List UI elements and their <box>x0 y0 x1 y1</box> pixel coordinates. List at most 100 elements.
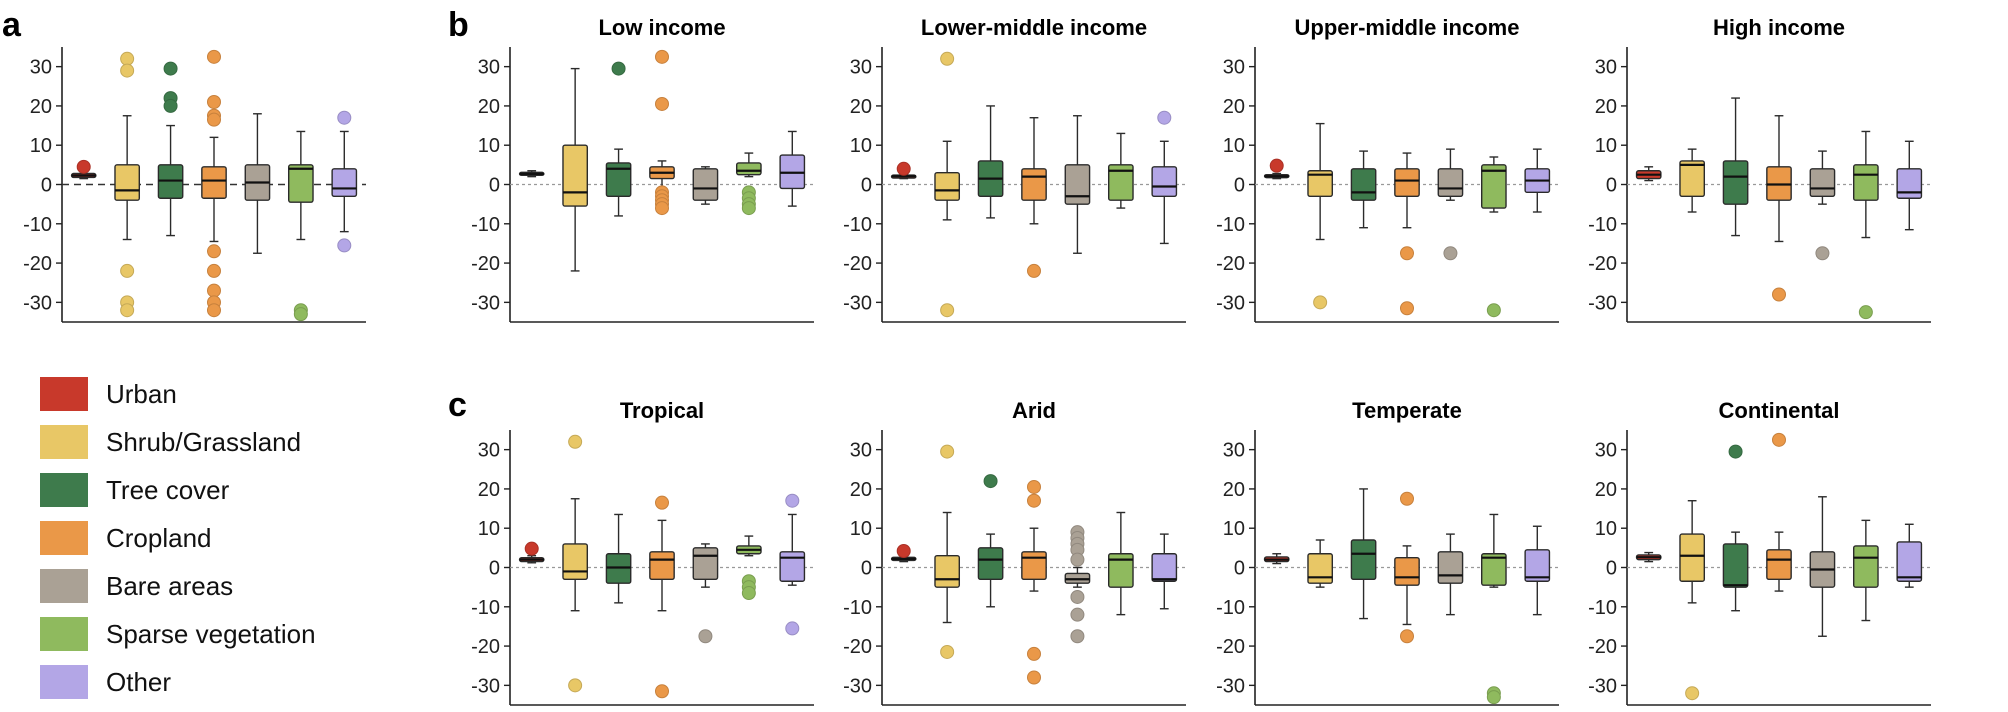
outlier-point <box>1070 589 1085 604</box>
legend-item-sparse-vegetation: Sparse vegetation <box>40 610 316 658</box>
y-tick-label: 0 <box>489 558 500 580</box>
y-tick-label: -20 <box>843 253 872 275</box>
legend-item-bare-areas: Bare areas <box>40 562 316 610</box>
box-urban <box>890 544 917 563</box>
outlier-point <box>1815 246 1830 261</box>
y-tick-label: 20 <box>1595 479 1617 501</box>
y-tick-label: -30 <box>843 675 872 697</box>
y-tick-label: 0 <box>1234 175 1245 197</box>
y-tick-label: 30 <box>1595 440 1617 462</box>
box-iqr <box>605 162 632 197</box>
outlier-point <box>207 95 221 109</box>
y-tick-label: 30 <box>478 57 500 79</box>
outlier-point <box>120 303 135 318</box>
box-iqr <box>1307 553 1334 584</box>
y-tick-label: -30 <box>1216 675 1245 697</box>
box-tree-cover <box>1350 150 1377 229</box>
y-tick-label: 30 <box>850 57 872 79</box>
box-sparse-vegetation <box>1107 511 1134 616</box>
outlier-point <box>163 61 178 76</box>
chart-panel-arid: Arid 30 20 10 0 -10 -20 -30 <box>843 398 1186 706</box>
outlier-point <box>1400 629 1414 644</box>
outlier-point <box>1027 670 1041 685</box>
y-tick-label: -20 <box>23 253 52 275</box>
outlier-point <box>1772 432 1786 447</box>
panel-title: Upper-middle income <box>1295 15 1520 40</box>
box-tree-cover <box>977 474 1004 608</box>
y-tick-label: -10 <box>843 214 872 236</box>
y-tick-label: -20 <box>471 636 500 658</box>
box-bare-areas <box>1064 115 1091 254</box>
y-tick-label: 10 <box>1595 135 1617 157</box>
outlier-point <box>1728 444 1743 459</box>
outlier-point <box>120 263 135 278</box>
box-iqr <box>201 166 227 199</box>
box-other <box>1524 525 1551 616</box>
box-iqr <box>1394 168 1420 197</box>
legend-label: Urban <box>106 378 177 409</box>
outlier-point <box>785 621 800 636</box>
box-shrub-grassland <box>114 51 141 318</box>
y-tick-label: 10 <box>1223 518 1245 540</box>
y-tick-label: 20 <box>1595 96 1617 118</box>
y-tick-label: -10 <box>843 597 872 619</box>
y-tick-label: 20 <box>30 96 52 118</box>
outlier-point <box>163 98 178 113</box>
box-tree-cover <box>1350 488 1377 620</box>
box-iqr <box>1722 160 1749 205</box>
box-cropland <box>649 49 675 216</box>
y-tick-label: -10 <box>1588 214 1617 236</box>
box-shrub-grassland <box>1307 122 1334 310</box>
box-iqr <box>977 547 1004 580</box>
box-cropland <box>1766 115 1792 302</box>
box-other <box>1524 148 1551 213</box>
y-tick-label: 0 <box>489 175 500 197</box>
y-tick-label: 0 <box>861 558 872 580</box>
outlier-point <box>1027 479 1041 494</box>
y-tick-label: -20 <box>1588 636 1617 658</box>
box-iqr <box>562 543 589 580</box>
outlier-point <box>207 112 221 127</box>
box-other <box>1151 533 1178 610</box>
panel-label-a: a <box>2 6 22 44</box>
panel-title: Lower-middle income <box>921 15 1147 40</box>
y-tick-label: 20 <box>478 96 500 118</box>
y-tick-label: 30 <box>850 440 872 462</box>
box-other <box>779 130 806 207</box>
outlier-point <box>1772 287 1786 302</box>
outlier-point <box>1486 303 1501 318</box>
box-iqr <box>1480 553 1507 586</box>
box-other <box>1896 523 1923 588</box>
outlier-point <box>120 63 135 78</box>
chart-panel-upper-middle-income: Upper-middle income 30 20 10 0 -10 -20 -30 <box>1216 15 1559 323</box>
y-tick-label: 10 <box>850 135 872 157</box>
panel-title: Arid <box>1012 398 1056 423</box>
outlier-point <box>1400 246 1414 261</box>
box-other <box>1151 110 1178 245</box>
panel-label-b: b <box>448 6 469 44</box>
outlier-point <box>1313 295 1328 310</box>
box-cropland <box>1394 491 1420 644</box>
box-iqr <box>735 162 762 176</box>
outlier-point <box>655 201 669 216</box>
legend-item-tree-cover: Tree cover <box>40 466 316 514</box>
panel-label-c: c <box>448 386 467 424</box>
outlier-point <box>337 238 352 253</box>
outlier-point <box>1486 690 1501 705</box>
box-other <box>779 493 806 636</box>
chart-panel-lower-middle-income: Lower-middle income 30 20 10 0 -10 -20 -30 <box>843 15 1186 323</box>
box-iqr <box>1064 164 1091 205</box>
outlier-point <box>1400 301 1414 316</box>
box-sparse-vegetation <box>1107 132 1134 209</box>
panel-title: Continental <box>1719 398 1840 423</box>
box-iqr <box>1437 551 1464 584</box>
y-tick-label: 30 <box>1223 440 1245 462</box>
y-tick-label: 10 <box>478 135 500 157</box>
outlier-point <box>207 49 221 64</box>
outlier-point <box>785 493 800 508</box>
panel-title: Temperate <box>1352 398 1462 423</box>
box-shrub-grassland <box>934 444 961 659</box>
box-iqr <box>1107 164 1134 201</box>
y-tick-label: 10 <box>850 518 872 540</box>
y-tick-label: -20 <box>843 636 872 658</box>
